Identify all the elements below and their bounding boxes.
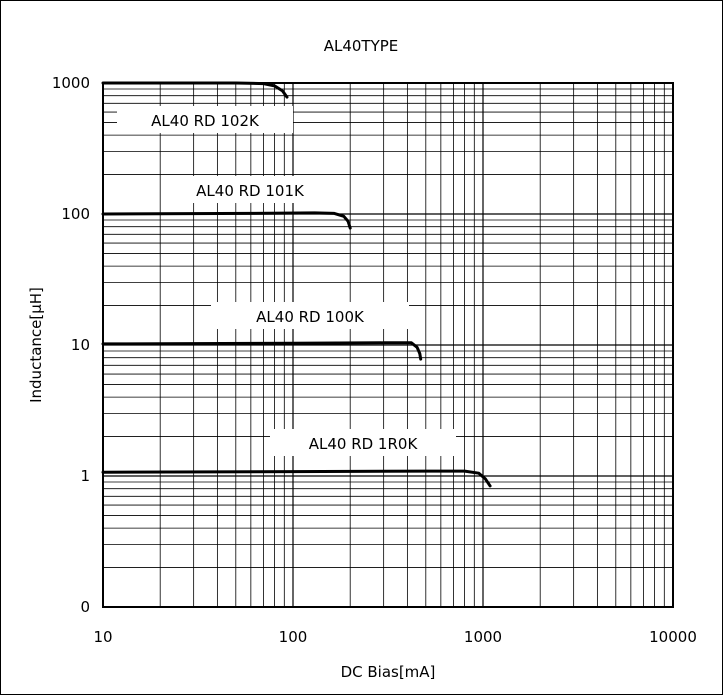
y-tick-label: 0 <box>80 598 90 616</box>
series-label-bg <box>211 302 409 329</box>
series-label: AL40 RD 1R0K <box>309 435 419 453</box>
grid <box>103 83 673 607</box>
x-axis-label: DC Bias[mA] <box>341 663 436 681</box>
series-line <box>101 469 492 488</box>
chart-title: AL40TYPE <box>324 37 399 55</box>
x-tick-label: 1000 <box>464 628 502 646</box>
y-tick-label: 1000 <box>52 74 90 92</box>
y-tick-labels: 0 1 10 100 1000 <box>52 74 90 616</box>
y-tick-label: 10 <box>71 336 90 354</box>
x-tick-label: 100 <box>279 628 308 646</box>
series-label-bg <box>117 106 293 133</box>
series-label-backgrounds <box>117 106 456 456</box>
y-tick-label: 100 <box>61 205 90 223</box>
x-tick-label: 10000 <box>649 628 697 646</box>
series-label: AL40 RD 102K <box>151 112 260 130</box>
x-tick-label: 10 <box>93 628 112 646</box>
y-tick-label: 1 <box>80 467 90 485</box>
plot-border <box>102 82 674 608</box>
series-label-bg <box>162 176 338 203</box>
series-line <box>101 211 352 230</box>
x-tick-labels: 10 100 1000 10000 <box>93 628 696 646</box>
series-labels: AL40 RD 102K AL40 RD 101K AL40 RD 100K AL40… <box>151 112 418 453</box>
series-curves <box>101 81 492 488</box>
series-label: AL40 RD 100K <box>256 308 365 326</box>
y-axis-label: Inductance[μH] <box>27 287 45 403</box>
series-line <box>101 341 423 361</box>
series-line <box>101 81 289 99</box>
series-label: AL40 RD 101K <box>196 182 305 200</box>
series-label-bg <box>270 429 456 456</box>
